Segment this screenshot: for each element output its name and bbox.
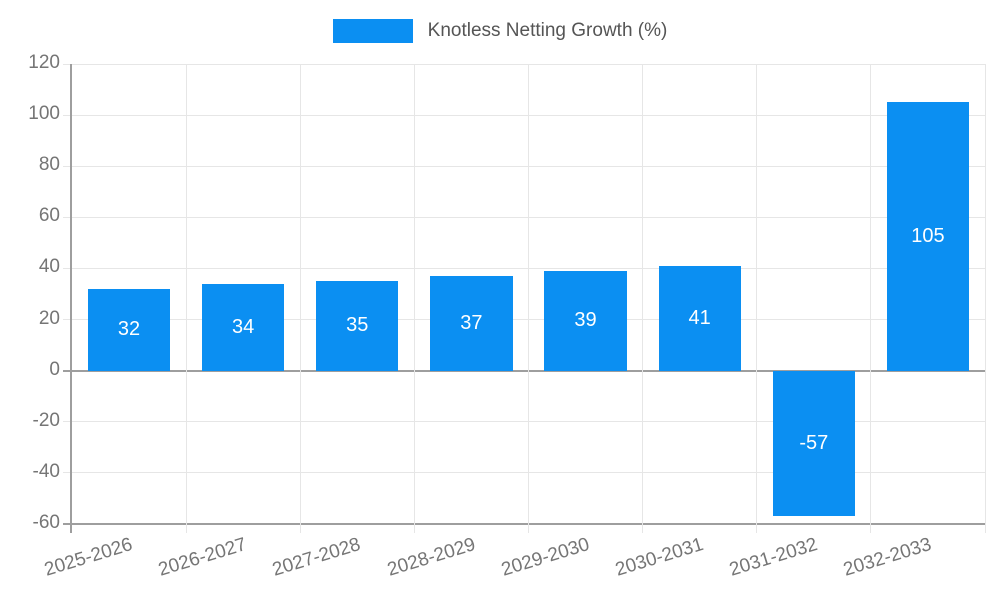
bar-value-label: 35	[346, 314, 369, 337]
bar-value-label: 41	[688, 306, 711, 329]
v-gridline	[413, 64, 415, 533]
h-gridline	[63, 319, 985, 321]
bar[interactable]: 41	[658, 265, 741, 371]
v-gridline	[984, 64, 986, 533]
bar[interactable]: 32	[87, 288, 171, 371]
y-tick-label: 60	[38, 205, 60, 227]
bar[interactable]: 34	[202, 283, 285, 371]
y-tick-label: 100	[28, 103, 60, 125]
y-tick-label: 120	[28, 52, 60, 74]
bar-value-label: 34	[232, 315, 255, 338]
y-tick-label: -60	[32, 512, 60, 534]
y-tick-label: -20	[32, 409, 60, 431]
x-tick-label: 2026-2027	[156, 534, 250, 581]
y-axis-line	[70, 64, 72, 533]
v-gridline	[642, 64, 644, 533]
bar[interactable]: 105	[886, 102, 969, 371]
bar[interactable]: 35	[316, 281, 399, 371]
legend[interactable]: Knotless Netting Growth (%)	[0, 19, 1000, 43]
v-gridline	[870, 64, 872, 533]
h-gridline	[63, 165, 985, 167]
x-tick-label: 2030-2031	[612, 534, 706, 581]
x-tick-label: 2027-2028	[270, 534, 364, 581]
h-gridline	[63, 216, 985, 218]
bar[interactable]: 39	[544, 271, 627, 371]
bar-value-label: 39	[574, 309, 597, 332]
bar-value-label: 32	[117, 318, 141, 341]
h-gridline	[63, 421, 985, 423]
y-tick-label: 40	[38, 256, 60, 278]
bar[interactable]: 37	[430, 276, 513, 371]
v-gridline	[756, 64, 758, 533]
v-gridline	[528, 64, 529, 533]
y-tick-label: -40	[32, 460, 60, 482]
x-tick-label: 2031-2032	[726, 534, 820, 581]
bar-value-label: 105	[911, 224, 945, 247]
v-gridline	[299, 64, 301, 533]
bar[interactable]: -57	[772, 370, 855, 517]
x-tick-label: 2032-2033	[841, 534, 935, 581]
y-tick-label: 0	[49, 358, 60, 380]
h-gridline	[63, 267, 985, 269]
y-tick-label: 80	[38, 154, 60, 176]
x-tick-label: 2029-2030	[498, 534, 592, 581]
plot-area: 120 100 80 60 40 20 0 -20 -40 -60 32 34 35 37 39 41 -57 1…	[28, 52, 986, 581]
y-tick-label: 20	[38, 307, 60, 329]
h-gridline	[63, 114, 985, 116]
legend-swatch	[332, 19, 413, 43]
h-gridline	[63, 63, 985, 65]
zero-line	[63, 369, 985, 372]
bar-value-label: 37	[460, 311, 483, 334]
x-tick-label: 2028-2029	[384, 534, 478, 581]
v-gridline	[185, 64, 187, 533]
h-gridline	[63, 472, 985, 474]
legend-label: Knotless Netting Growth (%)	[427, 20, 668, 41]
x-tick-label: 2025-2026	[42, 534, 136, 581]
h-gridline	[63, 523, 985, 525]
bar-value-label: -57	[799, 431, 829, 454]
